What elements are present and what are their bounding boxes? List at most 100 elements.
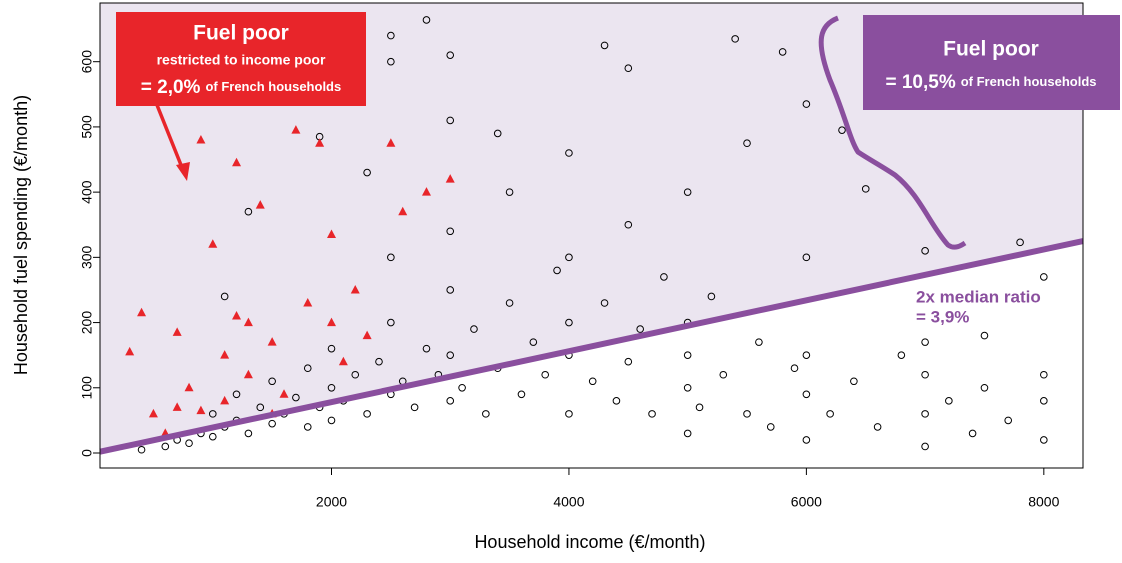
x-tick-label: 4000	[553, 494, 584, 510]
y-tick-label: 200	[79, 311, 95, 335]
triangle-point	[445, 174, 455, 183]
point	[208, 410, 217, 418]
point	[861, 185, 870, 193]
point	[208, 432, 217, 441]
point	[529, 338, 538, 346]
point	[565, 149, 573, 157]
point	[600, 299, 609, 307]
triangle-point	[421, 187, 431, 196]
point	[755, 338, 763, 346]
point	[612, 397, 621, 405]
point	[802, 100, 811, 108]
point	[683, 351, 692, 359]
triangle-point	[137, 307, 147, 317]
plot-frame	[99, 2, 1084, 469]
triangle-point	[398, 206, 408, 216]
y-tick-label: 0	[79, 449, 95, 457]
point	[256, 403, 265, 412]
point	[683, 429, 692, 438]
point	[1040, 273, 1048, 281]
y-axis-label: Household fuel spending (€/month)	[11, 95, 31, 375]
point	[802, 351, 811, 359]
point	[375, 357, 383, 366]
annotation-suffix: of French households	[205, 79, 341, 94]
point	[802, 253, 811, 262]
triangle-point	[172, 402, 182, 411]
point	[505, 299, 514, 307]
point	[1040, 370, 1048, 379]
point	[921, 247, 929, 255]
point	[968, 429, 977, 438]
triangle-point	[291, 125, 301, 134]
point	[327, 383, 336, 392]
point	[137, 445, 146, 454]
point	[351, 370, 360, 379]
point	[980, 383, 989, 392]
triangle-point	[303, 298, 313, 307]
triangle-point	[243, 317, 253, 327]
point	[161, 442, 170, 451]
point	[446, 286, 455, 294]
annotation-suffix: of French households	[961, 74, 1097, 89]
point	[446, 51, 455, 59]
y-tick-label: 600	[79, 50, 95, 74]
triangle-point	[279, 389, 289, 398]
point	[410, 403, 419, 412]
triangle-point	[350, 284, 360, 294]
point	[588, 377, 597, 386]
point	[517, 390, 526, 399]
point	[482, 410, 490, 418]
point	[327, 344, 336, 353]
triangle-point	[338, 356, 348, 366]
point	[493, 129, 502, 138]
point	[731, 35, 739, 43]
point	[683, 383, 692, 392]
point	[232, 390, 241, 399]
point	[327, 416, 336, 425]
triangle-point	[125, 346, 135, 356]
annotation-value-line: = 10,5% of French households	[885, 72, 1096, 93]
point	[802, 436, 811, 444]
point	[292, 393, 300, 402]
point	[303, 423, 312, 431]
triangle-point	[220, 350, 230, 359]
point	[873, 423, 882, 431]
point	[363, 168, 371, 177]
point	[363, 410, 371, 418]
triangle-point	[232, 311, 242, 320]
point	[268, 377, 276, 386]
triangle-point	[148, 408, 158, 418]
point	[743, 139, 751, 148]
annotation-brace	[818, 15, 967, 250]
point	[921, 370, 929, 379]
shaded-region	[100, 3, 1083, 452]
point	[268, 419, 276, 428]
triangle-point	[208, 239, 218, 248]
point	[743, 410, 751, 418]
triangle-point	[327, 317, 337, 327]
point	[838, 126, 846, 134]
annotation-arrow-head	[176, 162, 190, 181]
annotation-arrow	[153, 99, 185, 171]
triangle-point	[196, 405, 206, 415]
annotation-title: Fuel poor	[943, 38, 1039, 61]
point	[565, 253, 573, 262]
point	[719, 370, 728, 379]
annotation-value: = 2,0%	[141, 77, 201, 98]
point	[422, 16, 431, 24]
point	[446, 116, 455, 125]
point	[695, 403, 704, 412]
point	[422, 344, 431, 353]
point	[446, 227, 455, 236]
point	[921, 442, 929, 451]
point	[387, 57, 395, 66]
point	[945, 397, 953, 405]
point	[220, 292, 229, 301]
point	[636, 325, 644, 333]
annotation-subtitle: restricted to income poor	[157, 52, 326, 68]
point	[244, 207, 253, 216]
point	[802, 390, 811, 399]
point	[921, 338, 929, 346]
point	[826, 410, 834, 418]
